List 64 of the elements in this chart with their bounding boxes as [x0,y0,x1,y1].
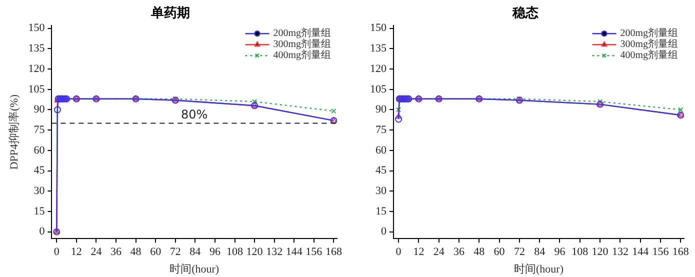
x-tick-label: 168 [672,246,690,258]
x-tick-label: 96 [209,246,221,258]
chart-title: 稳态 [512,5,540,20]
x-tick-label: 24 [90,246,102,258]
x-axis-title: 时间(hour) [170,262,220,276]
x-tick-label: 36 [453,246,465,258]
x-tick-label: 156 [652,246,670,258]
x-tick-label: 60 [150,246,162,258]
y-tick-label: 90 [376,104,387,116]
x-tick-label: 156 [306,246,323,258]
y-tick-label: 150 [370,22,387,34]
x-tick-label: 12 [70,246,82,258]
y-axis-title: DPP4抑制率(%) [7,94,20,170]
y-tick-label: 90 [34,104,46,116]
legend-label: 400mg剂量组 [620,49,678,62]
y-tick-label: 120 [370,62,387,75]
y-tick-label: 60 [34,144,46,156]
y-tick-label: 30 [34,185,46,198]
chart-title: 单药期 [150,5,190,20]
x-tick-label: 96 [554,246,566,258]
y-tick-label: 75 [34,124,46,136]
x-tick-label: 48 [474,246,486,258]
x-tick-label: 72 [170,246,181,258]
y-tick-label: 105 [370,83,387,96]
y-tick-label: 150 [28,22,46,34]
x-axis-title: 时间(hour) [514,262,564,276]
x-tick-label: 132 [612,246,628,258]
x-tick-label: 72 [514,246,525,258]
legend-label: 300mg剂量组 [273,38,332,50]
x-tick-label: 84 [190,246,202,258]
legend-label: 200mg剂量组 [620,27,678,40]
x-tick-label: 60 [494,246,506,258]
legend-label: 400mg剂量组 [273,49,332,62]
y-tick-label: 0 [381,226,387,238]
x-tick-label: 84 [534,246,546,258]
x-tick-label: 36 [110,246,122,258]
y-tick-label: 75 [376,124,387,136]
y-tick-label: 15 [376,205,387,218]
y-tick-label: 0 [39,226,46,238]
x-tick-label: 12 [413,246,424,258]
y-tick-label: 45 [34,164,46,177]
y-tick-label: 120 [28,62,46,75]
x-tick-label: 144 [286,246,303,258]
legend-label: 300mg剂量组 [620,38,678,50]
x-tick-label: 120 [592,246,609,258]
legend-label: 200mg剂量组 [273,27,332,40]
x-tick-label: 168 [325,246,342,258]
x-tick-label: 108 [572,246,589,258]
x-tick-label: 120 [246,246,264,258]
y-tick-label: 15 [34,205,46,218]
y-tick-label: 30 [376,185,387,198]
x-tick-label: 48 [130,246,142,258]
x-tick-label: 0 [54,246,60,258]
x-tick-label: 24 [433,246,445,258]
y-tick-label: 135 [28,42,46,55]
y-tick-label: 135 [370,42,387,55]
x-tick-label: 144 [632,246,650,258]
x-tick-label: 0 [396,246,402,258]
x-tick-label: 108 [226,246,244,258]
ref-line-label: 80% [181,107,208,122]
y-tick-label: 105 [28,83,46,96]
x-tick-label: 132 [266,246,283,258]
y-tick-label: 60 [376,144,387,156]
y-tick-label: 45 [376,164,387,177]
